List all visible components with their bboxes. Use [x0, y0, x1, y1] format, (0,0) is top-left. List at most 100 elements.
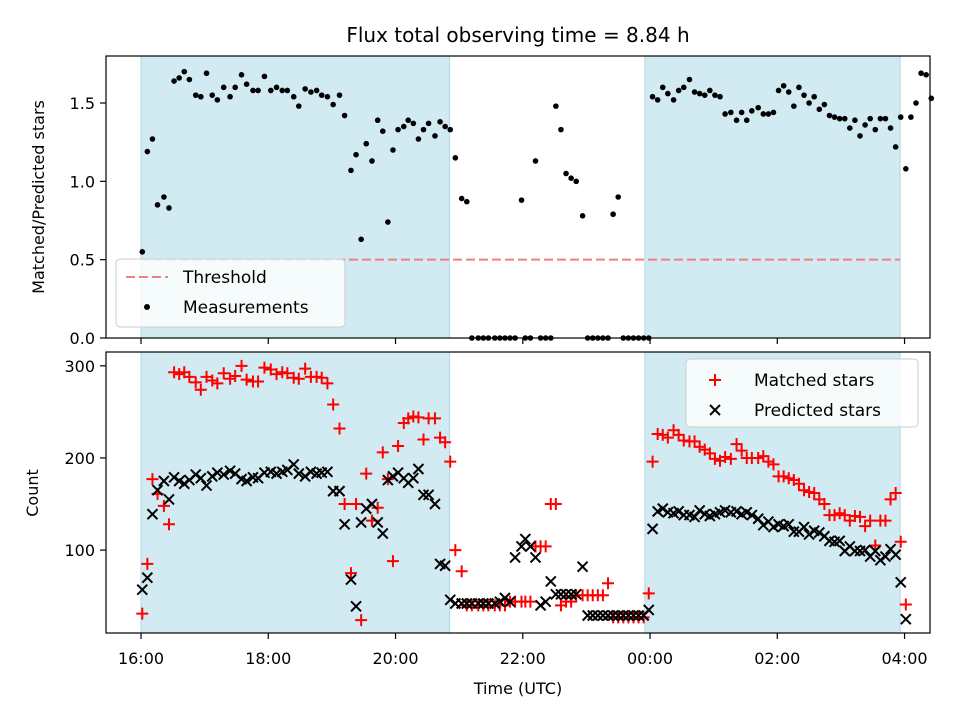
data-point — [816, 106, 823, 113]
data-point — [722, 111, 728, 117]
data-point — [447, 126, 454, 133]
data-point — [892, 144, 899, 150]
data-point — [353, 151, 359, 158]
data-point — [363, 140, 370, 147]
data-point — [654, 97, 661, 103]
data-point — [818, 498, 831, 511]
data-point — [220, 84, 227, 91]
data-point — [765, 111, 772, 117]
data-point — [287, 458, 300, 471]
data-point — [308, 89, 314, 95]
data-point — [395, 126, 401, 133]
data-point — [532, 158, 539, 164]
data-point — [923, 72, 929, 78]
data-point — [139, 249, 146, 255]
predicted-legend-swatch — [709, 404, 721, 416]
y-tick-label: 1.5 — [70, 94, 95, 113]
data-point — [808, 486, 821, 499]
data-point — [214, 97, 221, 103]
data-point — [852, 117, 858, 124]
data-point — [672, 428, 685, 441]
bottom-panel-legend: Matched stars Predicted stars — [685, 358, 919, 428]
data-point — [828, 509, 841, 522]
data-point — [250, 87, 256, 94]
x-tick-label: 00:00 — [627, 649, 673, 668]
x-marker — [709, 404, 721, 416]
data-point — [688, 435, 701, 448]
data-point — [587, 609, 599, 622]
data-point — [728, 109, 734, 116]
data-point — [847, 125, 853, 131]
data-point — [428, 412, 441, 425]
data-point — [149, 136, 156, 142]
top-legend-box — [115, 258, 346, 328]
legend-measurements-label: Measurements — [183, 298, 309, 318]
data-point — [719, 451, 732, 464]
data-point — [627, 609, 640, 622]
observing-window-0 — [140, 351, 451, 634]
data-point — [379, 128, 386, 134]
data-point — [665, 90, 671, 97]
data-point — [341, 112, 348, 119]
data-point — [693, 440, 706, 453]
data-point — [252, 375, 265, 388]
data-point — [146, 508, 159, 520]
data-point — [788, 525, 800, 538]
data-point — [422, 489, 435, 501]
y-tick-label: 100 — [64, 541, 95, 560]
data-point — [461, 597, 473, 610]
data-point — [192, 92, 199, 98]
data-point — [622, 609, 635, 622]
top-panel-y-axis-title: Matched/Predicted stars — [29, 100, 48, 294]
top-panel-legend: Threshold Measurements — [115, 258, 346, 328]
data-point — [691, 89, 698, 95]
data-point — [327, 398, 340, 411]
data-point — [415, 136, 422, 142]
data-point — [617, 609, 630, 622]
data-point — [235, 359, 248, 372]
data-point — [539, 540, 552, 553]
data-point — [884, 493, 897, 506]
data-point — [366, 498, 378, 510]
data-point — [477, 597, 490, 610]
data-point — [602, 577, 615, 590]
data-point — [439, 436, 452, 449]
data-point — [646, 523, 659, 535]
data-point — [777, 470, 790, 483]
data-point — [862, 122, 868, 128]
data-point — [550, 588, 562, 601]
data-point — [183, 370, 196, 383]
data-point — [675, 87, 682, 94]
data-point — [775, 87, 782, 94]
data-point — [171, 78, 177, 84]
data-point — [555, 588, 567, 601]
data-point — [581, 609, 594, 622]
data-point — [780, 82, 787, 89]
data-point — [887, 125, 894, 131]
data-point — [592, 609, 604, 622]
data-point — [703, 447, 716, 460]
data-point — [350, 498, 363, 511]
data-point — [568, 175, 574, 181]
data-point — [515, 540, 528, 553]
data-point — [670, 97, 677, 103]
data-point — [894, 535, 907, 548]
data-point — [442, 123, 448, 130]
data-point — [203, 70, 210, 77]
data-point — [295, 103, 302, 109]
data-point — [211, 377, 224, 390]
data-point — [458, 195, 465, 202]
data-point — [400, 123, 407, 130]
data-point — [136, 583, 148, 596]
data-point — [452, 155, 459, 161]
data-point — [602, 609, 614, 622]
data-point — [746, 509, 758, 521]
data-point — [146, 473, 159, 486]
data-point — [869, 539, 882, 552]
data-point — [449, 544, 462, 557]
data-point — [293, 467, 305, 480]
data-point — [344, 567, 357, 580]
data-point — [292, 372, 305, 385]
data-point — [410, 120, 417, 127]
